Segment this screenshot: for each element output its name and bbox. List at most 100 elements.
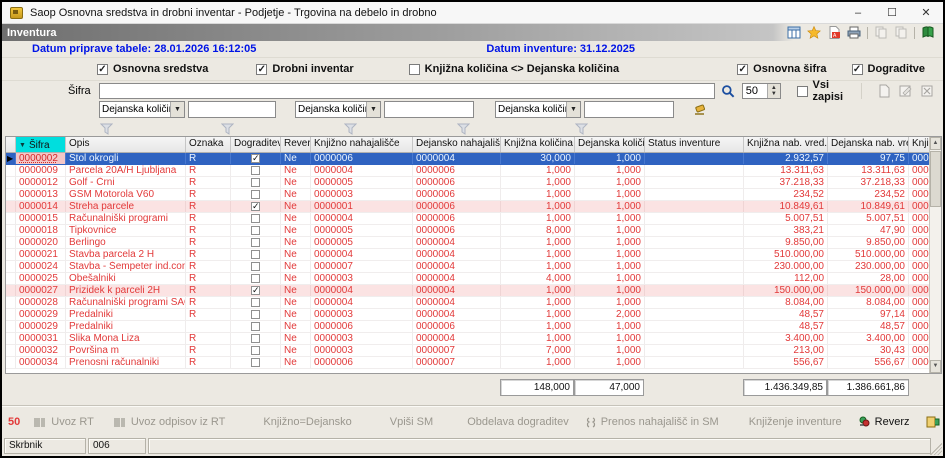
dograditev-checkbox[interactable] bbox=[251, 334, 260, 344]
column-header-status[interactable]: Status inventure bbox=[645, 137, 744, 152]
cell-status[interactable] bbox=[645, 333, 744, 344]
checkbox-knjizna-dejanska[interactable]: Knjižna količina <> Dejanska količina bbox=[408, 63, 619, 75]
cell-opis[interactable]: Berlingo bbox=[66, 237, 186, 248]
dograditev-checkbox[interactable]: ✓ bbox=[251, 153, 260, 164]
cell-knj_kol[interactable]: 7,000 bbox=[501, 345, 575, 356]
cell-sifra[interactable]: 0000034 bbox=[16, 357, 66, 368]
cell-status[interactable] bbox=[645, 345, 744, 356]
cell-dograditev[interactable] bbox=[231, 249, 281, 260]
cell-knj_vred[interactable]: 10.849,61 bbox=[744, 201, 828, 212]
cell-knj_vred[interactable]: 2.932,57 bbox=[744, 153, 828, 164]
table-row[interactable]: 0000015 Računalniški programi R Ne 0000004 00… bbox=[6, 213, 929, 225]
cell-oznaka[interactable]: R bbox=[186, 237, 231, 248]
table-row[interactable]: 0000034 Prenosni računalniki R Ne 0000006 000… bbox=[6, 357, 929, 369]
cell-oznaka[interactable]: R bbox=[186, 309, 231, 320]
cell-dej_vred[interactable]: 5.007,51 bbox=[828, 213, 909, 224]
cell-status[interactable] bbox=[645, 297, 744, 308]
cell-opis[interactable]: GSM Motorola V60 bbox=[66, 189, 186, 200]
cell-reverz[interactable]: Ne bbox=[281, 261, 311, 272]
cell-sifra[interactable]: 0000013 bbox=[16, 189, 66, 200]
cell-dograditev[interactable] bbox=[231, 273, 281, 284]
cell-status[interactable] bbox=[645, 189, 744, 200]
cell-marker[interactable] bbox=[6, 333, 16, 344]
cell-reverz[interactable]: Ne bbox=[281, 345, 311, 356]
cell-oznaka[interactable]: R bbox=[186, 201, 231, 212]
cell-dej_nah[interactable]: 0000004 bbox=[413, 309, 501, 320]
cell-knj_vred[interactable]: 230.000,00 bbox=[744, 261, 828, 272]
column-header-sifra[interactable]: ▼ Šifra bbox=[16, 137, 66, 152]
cell-knj_nah[interactable]: 0000006 bbox=[311, 357, 413, 368]
table-row[interactable]: 0000013 GSM Motorola V60 R Ne 0000003 0000006… bbox=[6, 189, 929, 201]
cell-dograditev[interactable] bbox=[231, 225, 281, 236]
cell-opis[interactable]: Prenosni računalniki bbox=[66, 357, 186, 368]
cell-oznaka[interactable]: R bbox=[186, 225, 231, 236]
filter-funnel-icon[interactable] bbox=[575, 123, 588, 135]
cell-knj_nah[interactable]: 0000007 bbox=[311, 261, 413, 272]
column-header-dej_kol[interactable]: Dejanska količina bbox=[575, 137, 645, 152]
cell-extra[interactable]: 000 bbox=[909, 357, 929, 368]
cell-dej_kol[interactable]: 1,000 bbox=[575, 213, 645, 224]
cell-marker[interactable] bbox=[6, 309, 16, 320]
checkbox-osnovna-sredstva[interactable]: ✓ Osnovna sredstva bbox=[97, 63, 208, 75]
cell-status[interactable] bbox=[645, 273, 744, 284]
cell-status[interactable] bbox=[645, 285, 744, 296]
cell-dej_kol[interactable]: 1,000 bbox=[575, 237, 645, 248]
filter-value-input-1[interactable] bbox=[188, 101, 276, 118]
cell-dej_nah[interactable]: 0000007 bbox=[413, 357, 501, 368]
filter-field-select-2[interactable]: Dejanska količina ▼ bbox=[295, 101, 381, 118]
cell-dej_kol[interactable]: 1,000 bbox=[575, 153, 645, 164]
cell-dej_vred[interactable]: 10.849,61 bbox=[828, 201, 909, 212]
cell-dej_kol[interactable]: 1,000 bbox=[575, 285, 645, 296]
cell-dograditev[interactable] bbox=[231, 333, 281, 344]
cell-sifra[interactable]: 0000002 bbox=[16, 153, 66, 164]
chevron-down-icon[interactable]: ▼ bbox=[366, 102, 380, 117]
cell-dej_vred[interactable]: 234,52 bbox=[828, 189, 909, 200]
cell-extra[interactable]: 000 bbox=[909, 237, 929, 248]
column-header-dej_vred[interactable]: Dejanska nab. vred. bbox=[828, 137, 909, 152]
cell-knj_nah[interactable]: 0000003 bbox=[311, 309, 413, 320]
dograditev-checkbox[interactable] bbox=[251, 190, 260, 200]
cell-reverz[interactable]: Ne bbox=[281, 285, 311, 296]
spinner-arrows-icon[interactable]: ▲ ▼ bbox=[766, 84, 780, 98]
column-header-knj_kol[interactable]: Knjižna količina bbox=[501, 137, 575, 152]
cell-dej_nah[interactable]: 0000004 bbox=[413, 285, 501, 296]
cell-opis[interactable]: Streha parcele bbox=[66, 201, 186, 212]
chevron-down-icon[interactable]: ▼ bbox=[566, 102, 580, 117]
cell-dej_vred[interactable]: 37.218,33 bbox=[828, 177, 909, 188]
cell-marker[interactable] bbox=[6, 165, 16, 176]
cell-dej_kol[interactable]: 1,000 bbox=[575, 165, 645, 176]
cell-oznaka[interactable]: R bbox=[186, 261, 231, 272]
dograditev-checkbox[interactable] bbox=[251, 310, 260, 320]
cell-oznaka[interactable]: R bbox=[186, 177, 231, 188]
cell-knj_vred[interactable]: 48,57 bbox=[744, 321, 828, 332]
cell-sifra[interactable]: 0000014 bbox=[16, 201, 66, 212]
cell-sifra[interactable]: 0000021 bbox=[16, 249, 66, 260]
cell-knj_vred[interactable]: 8.084,00 bbox=[744, 297, 828, 308]
prenos-nahajalisc-button[interactable]: Prenos nahajališč in SM bbox=[579, 414, 725, 430]
row-marker-icon[interactable]: ▶ bbox=[6, 153, 16, 164]
column-header-oznaka[interactable]: Oznaka bbox=[186, 137, 231, 152]
cell-oznaka[interactable]: R bbox=[186, 345, 231, 356]
cell-knj_nah[interactable]: 0000003 bbox=[311, 273, 413, 284]
table-row[interactable]: 0000014 Streha parcele R ✓ Ne 0000001 0000006 1… bbox=[6, 201, 929, 213]
dograditev-checkbox[interactable] bbox=[251, 238, 260, 248]
cell-oznaka[interactable]: R bbox=[186, 333, 231, 344]
cell-dej_nah[interactable]: 0000004 bbox=[413, 261, 501, 272]
cell-marker[interactable] bbox=[6, 261, 16, 272]
table-row[interactable]: 0000018 Tipkovnice R Ne 0000005 0000006 8,000 1… bbox=[6, 225, 929, 237]
column-header-dograditev[interactable]: Dograditev bbox=[231, 137, 281, 152]
scroll-up-icon[interactable]: ▲ bbox=[930, 137, 941, 150]
cell-dej_nah[interactable]: 0000004 bbox=[413, 273, 501, 284]
cell-extra[interactable]: 000 bbox=[909, 297, 929, 308]
sifra-search-input[interactable] bbox=[98, 83, 716, 99]
cell-dej_nah[interactable]: 0000004 bbox=[413, 249, 501, 260]
cell-marker[interactable] bbox=[6, 297, 16, 308]
dograditev-checkbox[interactable] bbox=[251, 262, 260, 272]
cell-knj_kol[interactable]: 1,000 bbox=[501, 249, 575, 260]
knjizenje-inventure-button[interactable]: Knjiženje inventure bbox=[743, 414, 848, 430]
cell-opis[interactable]: Stavba parcela 2 H bbox=[66, 249, 186, 260]
cell-dograditev[interactable] bbox=[231, 237, 281, 248]
cell-knj_nah[interactable]: 0000005 bbox=[311, 177, 413, 188]
cell-knj_vred[interactable]: 48,57 bbox=[744, 309, 828, 320]
cell-dej_vred[interactable]: 48,57 bbox=[828, 321, 909, 332]
